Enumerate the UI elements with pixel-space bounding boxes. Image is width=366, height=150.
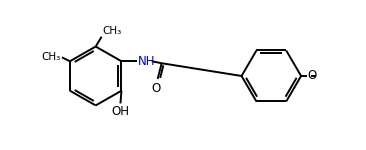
Text: OH: OH xyxy=(112,105,130,118)
Text: NH: NH xyxy=(138,55,156,68)
Text: CH₃: CH₃ xyxy=(102,26,122,36)
Text: O: O xyxy=(151,82,160,95)
Text: CH₃: CH₃ xyxy=(42,52,61,62)
Text: O: O xyxy=(307,69,316,82)
